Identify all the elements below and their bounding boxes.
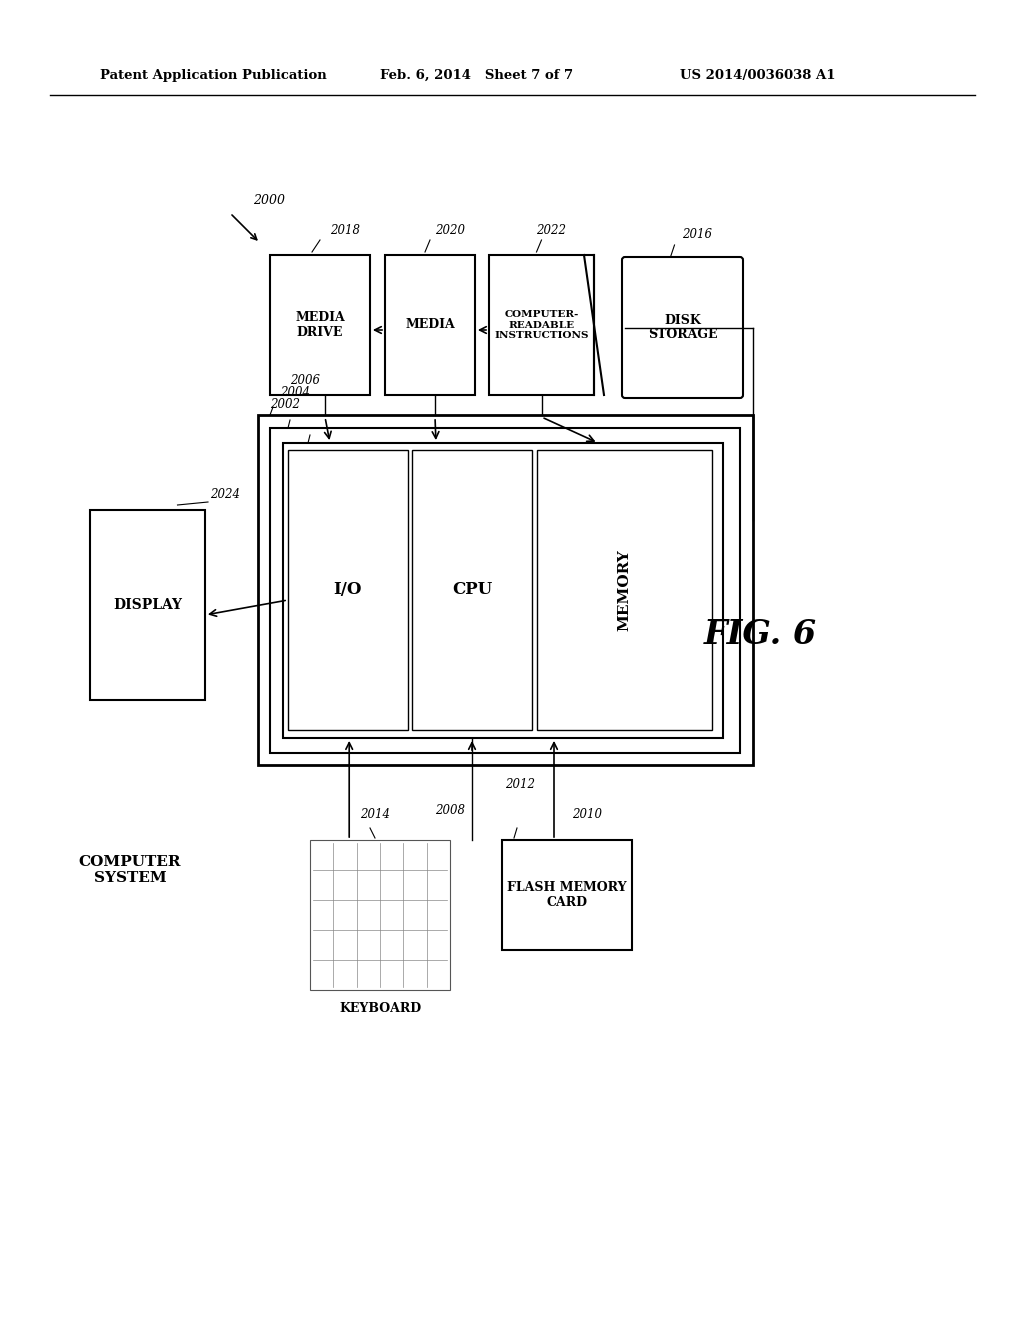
Bar xyxy=(412,450,532,730)
Text: Patent Application Publication: Patent Application Publication xyxy=(100,69,327,82)
Text: 2010: 2010 xyxy=(572,808,602,821)
Text: DISPLAY: DISPLAY xyxy=(113,598,182,612)
Bar xyxy=(283,444,723,738)
Text: Feb. 6, 2014   Sheet 7 of 7: Feb. 6, 2014 Sheet 7 of 7 xyxy=(380,69,573,82)
Text: 2022: 2022 xyxy=(537,223,566,236)
Bar xyxy=(489,255,594,395)
Bar xyxy=(288,450,408,730)
Text: 2012: 2012 xyxy=(505,779,535,792)
Text: 2020: 2020 xyxy=(435,223,465,236)
Text: 2002: 2002 xyxy=(270,399,300,412)
Text: MEMORY: MEMORY xyxy=(617,549,632,631)
Text: 2008: 2008 xyxy=(435,804,465,817)
Text: 2018: 2018 xyxy=(330,223,360,236)
Bar xyxy=(258,414,753,766)
Bar xyxy=(310,840,450,990)
Text: MEDIA
DRIVE: MEDIA DRIVE xyxy=(295,312,345,339)
Text: DISK
STORAGE: DISK STORAGE xyxy=(648,314,717,342)
Text: 2004: 2004 xyxy=(280,387,310,400)
Bar xyxy=(270,428,740,752)
Text: COMPUTER
SYSTEM: COMPUTER SYSTEM xyxy=(79,855,181,886)
Text: FIG. 6: FIG. 6 xyxy=(703,619,816,652)
Text: 2014: 2014 xyxy=(360,808,390,821)
FancyBboxPatch shape xyxy=(622,257,743,399)
Text: KEYBOARD: KEYBOARD xyxy=(339,1002,421,1015)
Text: 2000: 2000 xyxy=(253,194,285,206)
Text: US 2014/0036038 A1: US 2014/0036038 A1 xyxy=(680,69,836,82)
Bar xyxy=(537,450,712,730)
Text: 2024: 2024 xyxy=(210,488,240,502)
Text: MEDIA: MEDIA xyxy=(406,318,455,331)
Bar xyxy=(385,255,475,395)
Text: FLASH MEMORY
CARD: FLASH MEMORY CARD xyxy=(507,880,627,909)
Text: CPU: CPU xyxy=(452,582,493,598)
Bar xyxy=(270,255,370,395)
Bar xyxy=(502,840,632,950)
Bar xyxy=(90,510,205,700)
Text: 2006: 2006 xyxy=(290,374,319,387)
Text: 2016: 2016 xyxy=(683,228,713,242)
Text: COMPUTER-
READABLE
INSTRUCTIONS: COMPUTER- READABLE INSTRUCTIONS xyxy=(495,310,589,339)
Text: I/O: I/O xyxy=(334,582,362,598)
